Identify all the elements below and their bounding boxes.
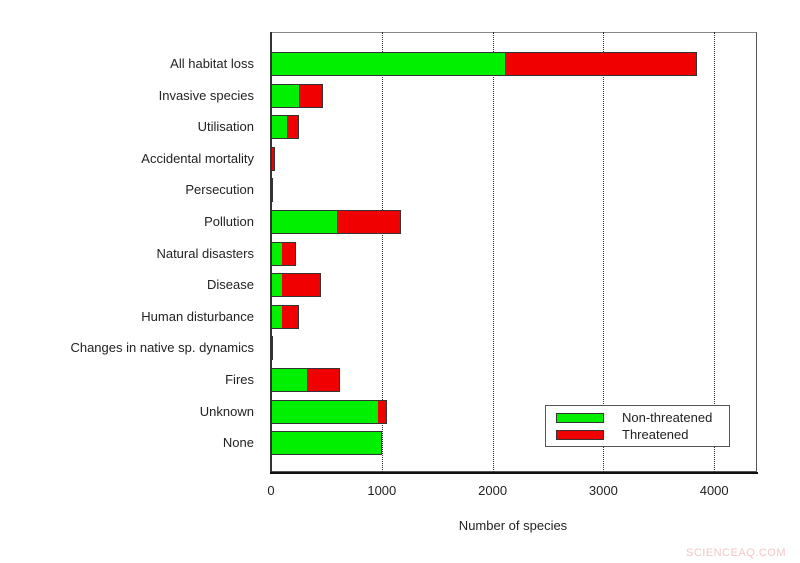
gridline — [714, 32, 716, 472]
bar-segment-threatened — [378, 399, 388, 424]
gridline — [492, 32, 494, 472]
x-axis-label: Number of species — [458, 518, 568, 533]
bar-segment-non-threatened — [271, 273, 283, 298]
bar-row — [271, 399, 388, 424]
bar-segment-threatened — [272, 146, 276, 171]
x-tick-label: 4000 — [699, 483, 729, 498]
legend-label: Threatened — [622, 427, 689, 442]
category-label: None — [222, 435, 254, 451]
bar-segment-non-threatened — [271, 431, 381, 456]
bar-segment-non-threatened — [271, 52, 505, 76]
bar-row — [271, 83, 324, 108]
bar-segment-threatened — [272, 178, 273, 203]
legend: Non-threatened Threatened — [545, 405, 730, 447]
category-label: Natural disasters — [156, 245, 254, 261]
category-label: Pollution — [204, 214, 254, 229]
legend-item-non-threatened: Non-threatened — [556, 410, 712, 425]
bar-segment-threatened — [287, 115, 300, 140]
bar-segment-threatened — [282, 241, 296, 266]
bar-segment-threatened — [337, 210, 402, 234]
bar-segment-threatened — [282, 273, 321, 298]
bar-row — [271, 273, 321, 298]
category-label: Invasive species — [158, 87, 254, 103]
bar-segment-threatened — [298, 83, 324, 108]
bar-row — [271, 52, 698, 76]
bar-row — [271, 241, 296, 266]
bar-segment-non-threatened — [271, 83, 299, 108]
legend-label: Non-threatened — [622, 410, 713, 425]
bar-segment-non-threatened — [271, 210, 338, 234]
x-tick-label: 1000 — [367, 483, 397, 498]
category-label: Fires — [225, 372, 254, 387]
x-tick-label: 2000 — [478, 483, 508, 498]
gridline — [381, 32, 383, 472]
legend-swatch-red — [556, 429, 604, 440]
gridline — [603, 32, 605, 472]
category-label: Human disturbance — [141, 308, 254, 324]
bar-segment-threatened — [380, 431, 383, 456]
legend-item-threatened: Threatened — [556, 427, 689, 442]
x-tick-label: 0 — [267, 483, 275, 498]
watermark: SCIENCEAQ.COM — [685, 547, 786, 559]
category-label: Changes in native sp. dynamics — [70, 340, 254, 356]
category-label: All habitat loss — [170, 56, 254, 71]
legend-swatch-green — [556, 412, 604, 423]
bar-row — [271, 368, 341, 392]
x-axis — [270, 472, 758, 474]
bar-segment-threatened — [504, 52, 698, 76]
x-tick-label: 3000 — [588, 483, 618, 498]
category-label: Disease — [207, 277, 254, 293]
bar-row — [271, 115, 300, 140]
bar-row — [271, 431, 383, 456]
bar-segment-non-threatened — [271, 368, 307, 392]
bar-segment-non-threatened — [271, 399, 379, 424]
category-label: Utilisation — [197, 119, 254, 135]
plot-area — [271, 32, 757, 472]
bar-segment-threatened — [307, 368, 341, 392]
bar-segment-threatened — [282, 304, 300, 329]
bar-segment-non-threatened — [271, 115, 288, 140]
bar-segment-threatened — [272, 336, 274, 361]
bar-segment-non-threatened — [271, 241, 283, 266]
y-axis — [270, 32, 272, 474]
category-label: Accidental mortality — [141, 150, 254, 166]
category-label: Persecution — [185, 182, 254, 198]
category-label: Unknown — [199, 403, 254, 419]
bar-row — [271, 304, 300, 329]
bar-row — [271, 210, 402, 234]
bar-segment-non-threatened — [271, 304, 283, 329]
